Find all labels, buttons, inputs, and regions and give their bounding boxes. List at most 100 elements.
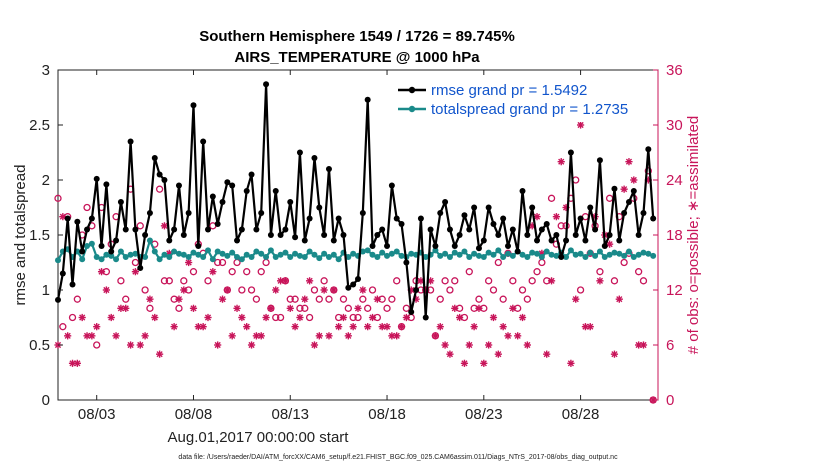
obs-assimilated-marker <box>204 313 212 322</box>
series-point-rmse <box>161 177 168 183</box>
obs-assimilated-marker <box>141 332 149 340</box>
asterisk-stroke <box>495 351 502 358</box>
series-point-rmse <box>543 221 550 227</box>
series-point-rmse <box>553 232 560 238</box>
series-point-totalspread <box>524 254 531 260</box>
obs-assimilated-marker <box>122 304 130 312</box>
obs-possible-marker <box>610 277 619 285</box>
obs-possible-marker <box>117 277 125 285</box>
obs-assimilated-marker <box>639 341 648 349</box>
asterisk-stroke <box>611 351 618 358</box>
chart-subtitle: AIRS_TEMPERATURE @ 1000 hPa <box>234 49 480 66</box>
series-point-rmse <box>272 188 279 194</box>
series-point-rmse <box>640 210 647 216</box>
x-tick-label: 08/23 <box>465 406 503 423</box>
series-point-rmse <box>645 146 652 153</box>
asterisk-stroke <box>88 332 95 339</box>
asterisk-stroke <box>253 332 260 339</box>
asterisk-stroke <box>156 351 163 358</box>
obs-possible-marker <box>131 258 140 267</box>
series-point-totalspread <box>272 254 279 260</box>
obs-assimilated-marker <box>451 304 459 312</box>
obs-assimilated-marker <box>306 277 314 285</box>
obs-possible-marker <box>136 222 144 230</box>
series-point-rmse <box>316 204 323 211</box>
obs-assimilated-marker <box>610 350 619 358</box>
series-point-rmse <box>558 254 565 260</box>
y-tick-label: 2.5 <box>29 117 50 134</box>
series-point-totalspread <box>180 251 187 258</box>
series-point-rmse <box>325 166 332 172</box>
obs-possible-marker <box>272 313 280 322</box>
series-point-totalspread <box>84 243 91 249</box>
series-point-totalspread <box>587 249 594 256</box>
asterisk-stroke <box>383 323 391 330</box>
series-point-totalspread <box>374 254 381 260</box>
series-point-rmse <box>650 215 657 222</box>
obs-possible-marker <box>494 258 502 267</box>
series-point-totalspread <box>553 252 560 259</box>
series-point-rmse <box>538 226 545 233</box>
series-point-rmse <box>214 221 221 227</box>
obs-possible-marker <box>441 277 449 285</box>
obs-possible-marker <box>315 295 323 303</box>
x-tick-label: 08/08 <box>175 406 213 423</box>
obs-possible-marker <box>305 313 314 322</box>
asterisk-stroke <box>388 332 395 339</box>
series-point-rmse <box>490 221 497 227</box>
series-point-rmse <box>108 248 115 255</box>
series-point-totalspread <box>267 247 274 254</box>
asterisk-stroke <box>345 332 352 339</box>
series-point-rmse <box>98 243 105 249</box>
series-point-rmse <box>156 171 163 178</box>
obs-assimilated-marker <box>180 286 188 294</box>
obs-assimilated-marker <box>475 304 483 312</box>
series-point-rmse <box>596 157 603 164</box>
obs-assimilated-marker <box>175 295 183 303</box>
asterisk-stroke <box>137 341 144 349</box>
asterisk-stroke <box>258 332 265 339</box>
series-point-rmse <box>277 232 284 238</box>
series-point-totalspread <box>466 254 473 260</box>
series-point-rmse <box>243 188 250 194</box>
obs-possible-marker <box>388 295 396 303</box>
series-line-rmse <box>56 83 655 319</box>
asterisk-stroke <box>417 277 424 284</box>
asterisk-stroke <box>432 332 439 339</box>
series-point-rmse <box>509 226 516 233</box>
y-axis-right-label: # of obs: o=possible; ∗=assimilated <box>685 116 702 355</box>
obs-assimilated-marker <box>199 323 207 331</box>
asterisk-stroke <box>301 296 308 303</box>
series-point-rmse <box>171 226 178 233</box>
asterisk-stroke <box>209 268 216 275</box>
series-point-rmse <box>587 204 594 211</box>
asterisk-stroke <box>103 286 110 294</box>
series-point-totalspread <box>635 251 642 258</box>
series-point-rmse <box>601 243 608 249</box>
series-point-totalspread <box>505 250 511 257</box>
series-point-totalspread <box>446 254 453 260</box>
series-point-rmse <box>296 149 303 156</box>
obs-possible-marker <box>383 304 391 312</box>
series-point-rmse <box>321 232 328 238</box>
series-point-totalspread <box>364 247 371 254</box>
series-point-totalspread <box>519 251 526 258</box>
y-right-tick-label: 12 <box>666 282 683 299</box>
obs-possible-marker <box>93 341 101 349</box>
obs-assimilated-marker <box>465 341 473 349</box>
obs-assimilated-marker <box>518 313 527 322</box>
series-point-rmse <box>267 232 274 238</box>
series-point-totalspread <box>645 250 652 257</box>
series-point-totalspread <box>456 251 463 258</box>
obs-assimilated-marker <box>606 240 614 248</box>
obs-possible-marker <box>354 313 362 322</box>
asterisk-stroke <box>393 332 400 339</box>
series-point-rmse <box>505 243 511 249</box>
asterisk-stroke <box>480 360 487 367</box>
obs-assimilated-marker <box>209 268 217 276</box>
asterisk-stroke <box>456 314 463 321</box>
series-point-totalspread <box>325 254 332 260</box>
y-right-tick-label: 18 <box>666 227 683 244</box>
series-point-rmse <box>355 276 361 282</box>
y-right-tick-label: 0 <box>666 392 674 409</box>
